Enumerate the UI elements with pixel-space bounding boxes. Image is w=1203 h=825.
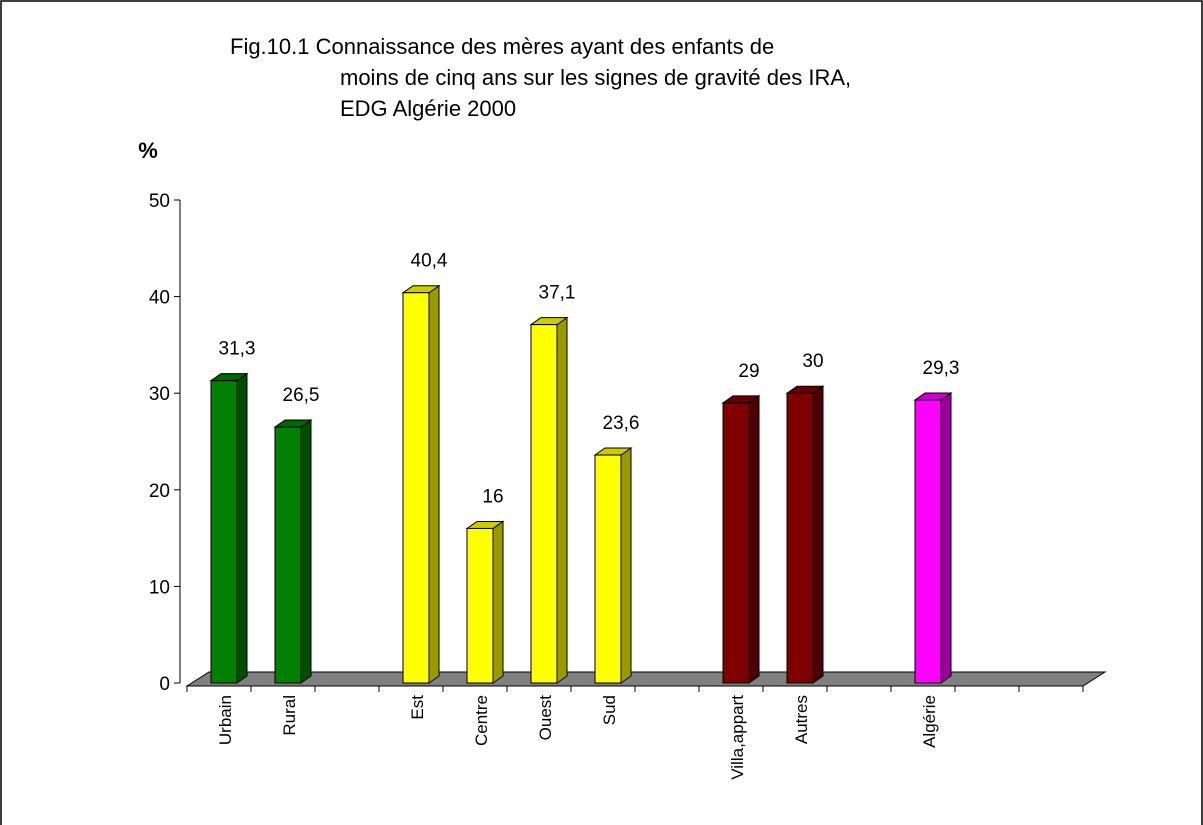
bar xyxy=(210,380,238,684)
x-tick-label: Centre xyxy=(472,695,491,746)
bar-side xyxy=(556,316,568,684)
x-tick-label: Rural xyxy=(280,695,299,736)
value-label: 23,6 xyxy=(603,413,640,434)
bar xyxy=(722,402,750,684)
value-label: 37,1 xyxy=(539,283,576,304)
chart-title: Fig.10.1 Connaissance des mères ayant de… xyxy=(230,34,851,121)
bar xyxy=(786,392,814,684)
floor xyxy=(185,671,1107,687)
y-tick-label: 30 xyxy=(149,384,170,405)
x-tick-label: Est xyxy=(408,695,427,720)
y-tick-label: 50 xyxy=(149,191,170,212)
x-tick-label: Autres xyxy=(792,695,811,744)
bar-side xyxy=(620,447,632,684)
y-axis-label: % xyxy=(138,138,158,163)
bar xyxy=(402,292,430,684)
value-label: 40,4 xyxy=(411,251,448,272)
x-tick-label: Villa,appart xyxy=(728,695,747,780)
bar xyxy=(594,454,622,684)
bar-side xyxy=(492,520,504,684)
bar-side xyxy=(300,419,312,684)
bar xyxy=(466,527,494,684)
value-label: 29,3 xyxy=(923,358,960,379)
value-label: 30 xyxy=(802,351,823,372)
title-line: moins de cinq ans sur les signes de grav… xyxy=(340,65,851,90)
bar-side xyxy=(748,394,760,684)
value-label: 29 xyxy=(738,361,759,382)
bar-side xyxy=(940,392,952,684)
bar xyxy=(914,399,942,684)
x-tick-label: Algérie xyxy=(920,695,939,748)
title-line: Fig.10.1 Connaissance des mères ayant de… xyxy=(230,34,774,59)
y-tick-label: 40 xyxy=(149,288,170,309)
x-tick-label: Urbain xyxy=(216,695,235,745)
y-tick-label: 0 xyxy=(159,674,170,695)
value-label: 31,3 xyxy=(219,339,256,360)
x-tick-label: Ouest xyxy=(536,695,555,741)
bar-side xyxy=(812,385,824,684)
bar xyxy=(274,426,302,684)
y-tick-label: 10 xyxy=(149,577,170,598)
bar-side xyxy=(428,284,440,684)
title-line: EDG Algérie 2000 xyxy=(340,96,516,121)
value-label: 16 xyxy=(482,486,503,507)
value-label: 26,5 xyxy=(283,385,320,406)
bar xyxy=(530,324,558,684)
x-tick-label: Sud xyxy=(600,695,619,725)
bar-side xyxy=(236,372,248,684)
y-tick-label: 20 xyxy=(149,481,170,502)
